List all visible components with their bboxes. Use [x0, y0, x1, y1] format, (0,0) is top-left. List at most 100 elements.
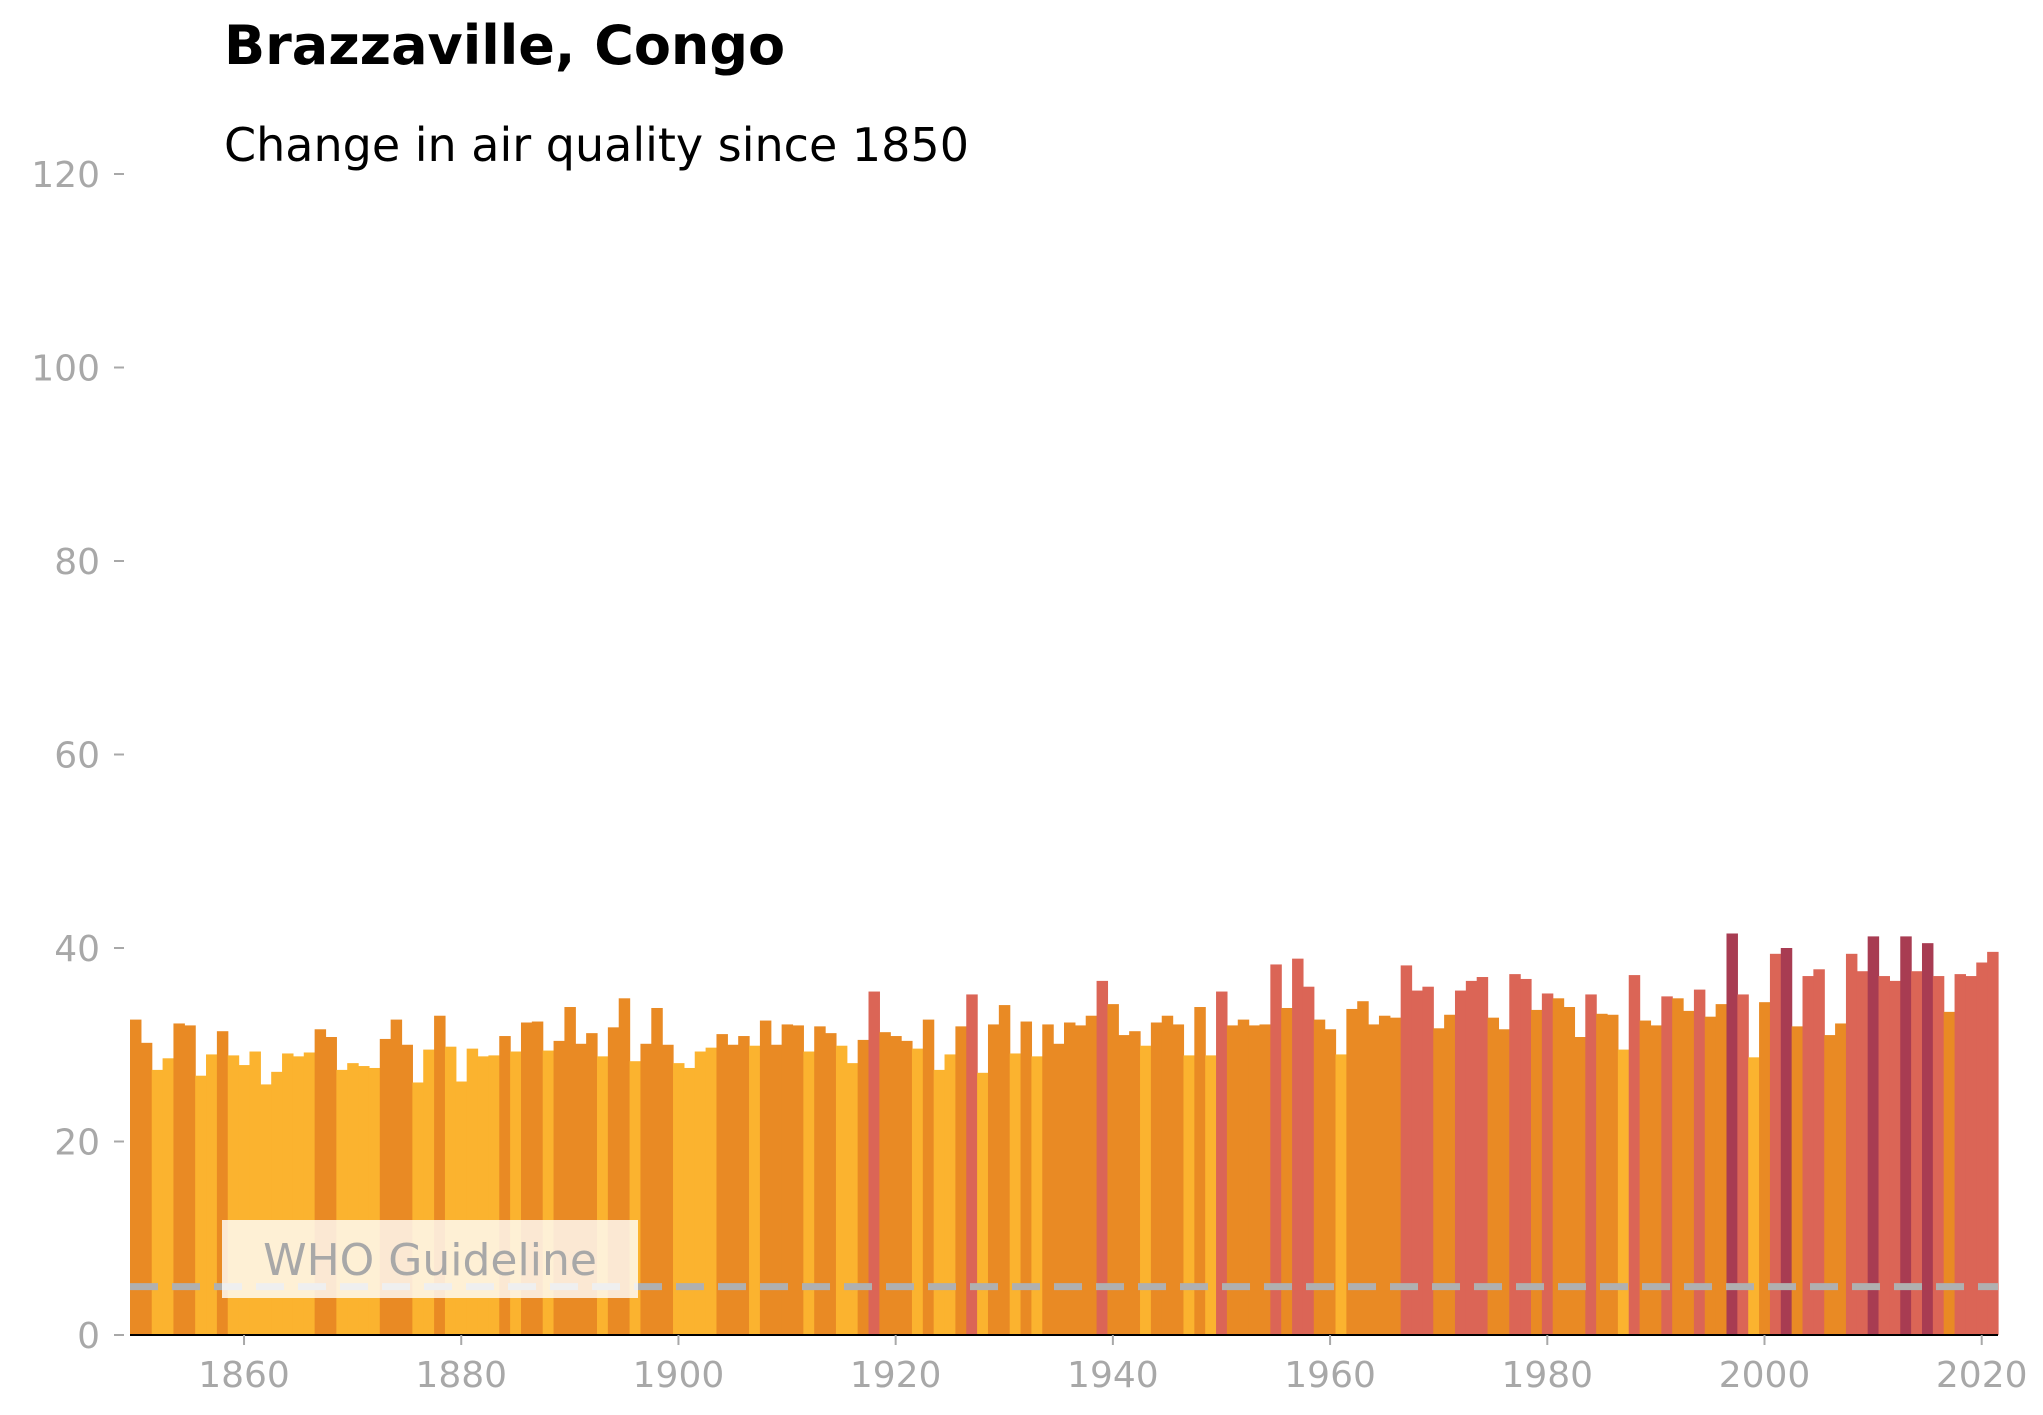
- bar-1856: [195, 1075, 207, 1335]
- bar-1992: [1672, 998, 1684, 1335]
- bar-1852: [151, 1069, 164, 1335]
- bar-1915: [835, 1045, 848, 1335]
- bar-1900: [673, 1063, 685, 1335]
- bar-1975: [1487, 1017, 1500, 1335]
- bar-1925: [944, 1054, 956, 1335]
- bar-1911: [792, 1025, 804, 1335]
- x-tick: 1880: [415, 1335, 507, 1396]
- x-tick-label: 2000: [1719, 1355, 1811, 1396]
- x-tick: 1900: [633, 1335, 724, 1396]
- bar-1854: [173, 1023, 185, 1335]
- x-tick-label: 1980: [1501, 1355, 1593, 1396]
- y-tick: 40: [54, 929, 124, 970]
- x-tick-label: 1860: [198, 1355, 290, 1396]
- bar-1950: [1216, 991, 1228, 1335]
- bar-1891: [575, 1043, 587, 1335]
- bar-2000: [1759, 1002, 1771, 1335]
- bar-1870: [347, 1063, 359, 1335]
- bar-2005: [1813, 969, 1825, 1335]
- bar-1982: [1563, 1007, 1576, 1335]
- bar-1931: [1009, 1053, 1022, 1335]
- bar-2014: [1911, 971, 1923, 1335]
- bar-1909: [770, 1044, 783, 1335]
- bar-1986: [1607, 1014, 1619, 1335]
- bar-1938: [1085, 1015, 1098, 1335]
- bar-1935: [1053, 1043, 1065, 1335]
- bar-1966: [1389, 1017, 1402, 1335]
- bar-2003: [1791, 1026, 1804, 1335]
- x-tick-label: 1920: [850, 1355, 942, 1396]
- bar-1977: [1509, 974, 1521, 1335]
- bar-1919: [879, 1032, 891, 1335]
- bar-1964: [1368, 1024, 1380, 1335]
- bar-2002: [1780, 948, 1793, 1335]
- x-tick: 1980: [1501, 1335, 1593, 1396]
- bar-1907: [749, 1045, 761, 1335]
- bar-1901: [683, 1067, 696, 1335]
- bar-1979: [1531, 1009, 1543, 1335]
- bar-1998: [1737, 994, 1749, 1335]
- bar-1957: [1292, 958, 1304, 1335]
- bar-1887: [531, 1021, 544, 1335]
- bar-2020: [1976, 962, 1988, 1335]
- y-tick-label: 100: [31, 349, 100, 390]
- bar-1940: [1107, 1004, 1119, 1335]
- x-tick-label: 1940: [1067, 1355, 1159, 1396]
- bar-1879: [444, 1046, 457, 1335]
- bar-1993: [1683, 1010, 1695, 1335]
- bar-1988: [1628, 975, 1641, 1335]
- bar-1984: [1585, 994, 1597, 1335]
- bar-1868: [325, 1037, 337, 1335]
- bar-1922: [911, 1048, 924, 1335]
- bar-1921: [901, 1040, 913, 1335]
- y-tick: 60: [54, 736, 124, 777]
- x-tick: 1940: [1067, 1335, 1159, 1396]
- x-tick: 1960: [1284, 1335, 1376, 1396]
- chart-subtitle: Change in air quality since 1850: [224, 118, 969, 172]
- y-axis: 0 20 40 60 80 100 120: [31, 155, 124, 1357]
- bar-1878: [434, 1015, 446, 1335]
- bar-1860: [238, 1065, 251, 1335]
- bar-1857: [206, 1054, 218, 1335]
- bar-1912: [803, 1051, 815, 1335]
- bar-1851: [140, 1042, 153, 1335]
- who-guideline-label-background: [222, 1220, 638, 1298]
- x-axis: 1860 1880 1900 1920 1940 1960 1980 2000: [198, 1335, 2028, 1396]
- bar-1969: [1422, 986, 1434, 1335]
- bar-1981: [1552, 998, 1565, 1335]
- bar-2011: [1878, 976, 1890, 1335]
- bar-1874: [390, 1019, 403, 1335]
- bar-1876: [412, 1082, 424, 1335]
- bar-1898: [651, 1007, 663, 1335]
- bar-1994: [1693, 989, 1706, 1335]
- bar-1889: [553, 1040, 566, 1335]
- bar-1910: [781, 1024, 794, 1335]
- bar-1961: [1335, 1054, 1347, 1335]
- bar-1945: [1161, 1015, 1174, 1335]
- y-tick-label: 60: [54, 736, 100, 777]
- bar-2017: [1943, 1011, 1956, 1335]
- bar-1920: [890, 1036, 902, 1335]
- y-tick-label: 120: [31, 155, 100, 196]
- bar-1944: [1150, 1022, 1163, 1335]
- y-tick: 0: [77, 1316, 124, 1357]
- bar-1855: [184, 1025, 196, 1335]
- bar-2013: [1900, 936, 1912, 1335]
- bar-1871: [358, 1066, 370, 1335]
- bar-2004: [1802, 976, 1814, 1335]
- bar-1918: [868, 991, 880, 1335]
- bar-1983: [1574, 1037, 1586, 1335]
- bar-1947: [1183, 1055, 1195, 1335]
- bar-1976: [1498, 1029, 1510, 1335]
- bar-1967: [1400, 965, 1413, 1335]
- bar-1949: [1205, 1055, 1217, 1335]
- bar-1972: [1454, 990, 1467, 1335]
- bar-1930: [998, 1005, 1011, 1335]
- bar-1929: [987, 1024, 1000, 1335]
- bar-1858: [216, 1031, 229, 1335]
- bar-1933: [1031, 1056, 1043, 1335]
- bar-1973: [1465, 980, 1478, 1335]
- bar-1894: [607, 1027, 620, 1335]
- bar-1905: [727, 1044, 739, 1335]
- bar-1989: [1639, 1020, 1652, 1335]
